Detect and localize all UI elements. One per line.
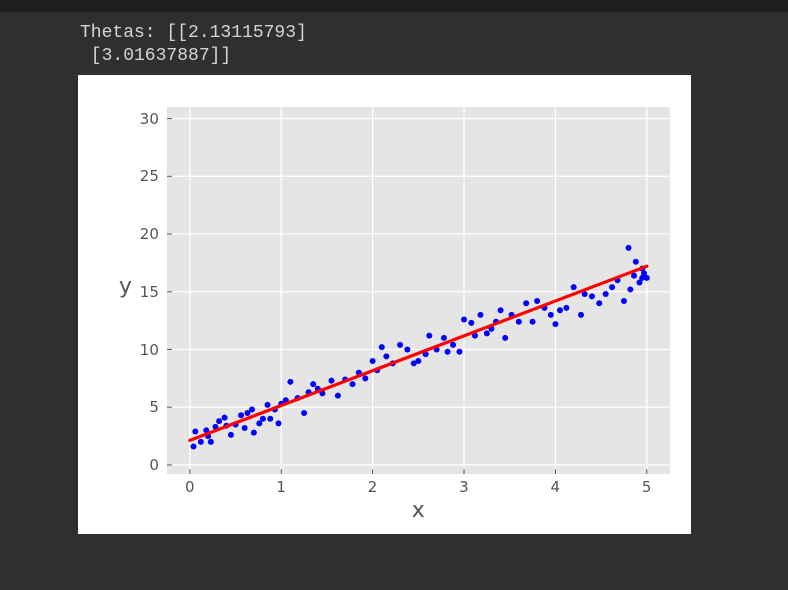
console-line-1: Thetas: [[2.13115793] [80,23,307,43]
y-tick-label: 30 [140,110,159,128]
console-line-2: [3.01637887]] [80,46,231,66]
x-tick-label: 5 [642,478,652,496]
x-tick-label: 0 [185,478,195,496]
x-tick-label: 4 [551,478,561,496]
x-axis-label: x [412,498,425,523]
x-tick-label: 3 [459,478,469,496]
x-tick-label: 2 [368,478,378,496]
y-axis-label: y [119,274,132,299]
y-tick-label: 20 [140,225,159,243]
matplotlib-figure: y x 0 1 2 3 4 5 0 5 10 15 20 25 30 [78,75,691,534]
y-tick-label: 0 [149,456,159,474]
y-tick-label: 15 [140,283,159,301]
x-tick-label: 1 [276,478,286,496]
editor-tab-strip [0,0,788,12]
y-tick-label: 25 [140,167,159,185]
app-window: Thetas: [[2.13115793] [3.01637887]] y x … [0,0,788,590]
console-output: Thetas: [[2.13115793] [3.01637887]] [80,22,788,67]
plot-axes [167,107,670,474]
y-tick-label: 5 [149,398,159,416]
y-tick-label: 10 [140,341,159,359]
plot-svg [167,107,670,474]
